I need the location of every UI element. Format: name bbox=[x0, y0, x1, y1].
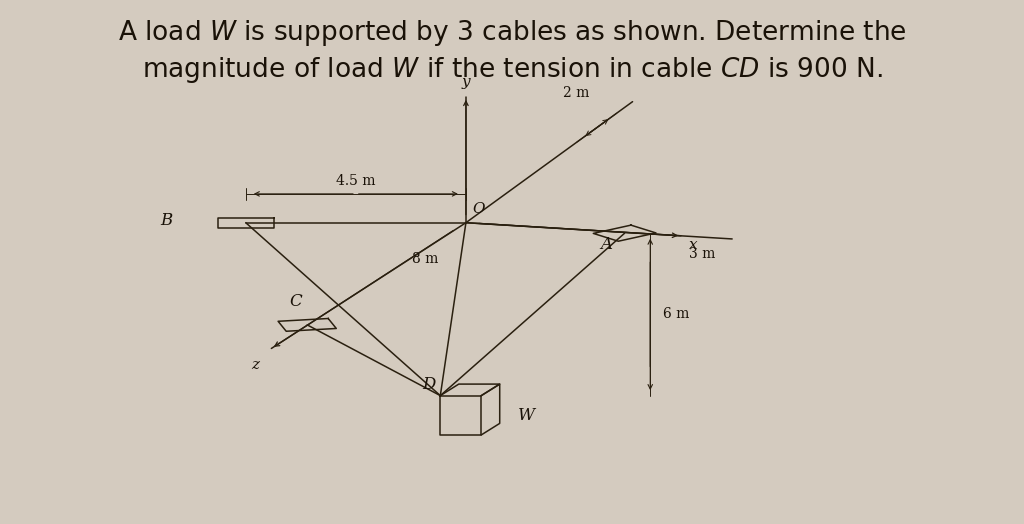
Text: B: B bbox=[160, 212, 172, 228]
Text: 3 m: 3 m bbox=[689, 247, 715, 260]
Text: A load $\it{W}$ is supported by 3 cables as shown. Determine the: A load $\it{W}$ is supported by 3 cables… bbox=[118, 18, 906, 48]
Text: 8 m: 8 m bbox=[412, 252, 438, 266]
Text: 2 m: 2 m bbox=[563, 86, 590, 100]
Text: magnitude of load $\it{W}$ if the tension in cable $\it{CD}$ is 900 N.: magnitude of load $\it{W}$ if the tensio… bbox=[141, 55, 883, 85]
Text: A: A bbox=[600, 236, 612, 253]
Text: x: x bbox=[689, 238, 697, 253]
Text: C: C bbox=[290, 293, 302, 310]
Text: O: O bbox=[472, 202, 484, 216]
Text: z: z bbox=[251, 358, 259, 372]
Text: 4.5 m: 4.5 m bbox=[336, 173, 376, 188]
Text: D: D bbox=[422, 376, 435, 393]
Text: 6 m: 6 m bbox=[663, 308, 689, 321]
Text: W: W bbox=[518, 407, 536, 424]
Text: y: y bbox=[462, 75, 470, 89]
